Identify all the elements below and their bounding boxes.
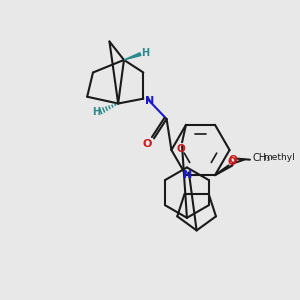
Text: O: O: [177, 144, 185, 154]
Polygon shape: [124, 53, 141, 60]
Text: methyl: methyl: [263, 153, 295, 162]
Text: O: O: [227, 157, 236, 166]
Text: O: O: [142, 139, 152, 149]
Text: H: H: [141, 48, 149, 58]
Text: H: H: [92, 107, 100, 117]
Text: N: N: [145, 96, 154, 106]
Text: N: N: [183, 170, 193, 180]
Text: O: O: [228, 155, 237, 165]
Text: CH₃: CH₃: [253, 153, 271, 163]
